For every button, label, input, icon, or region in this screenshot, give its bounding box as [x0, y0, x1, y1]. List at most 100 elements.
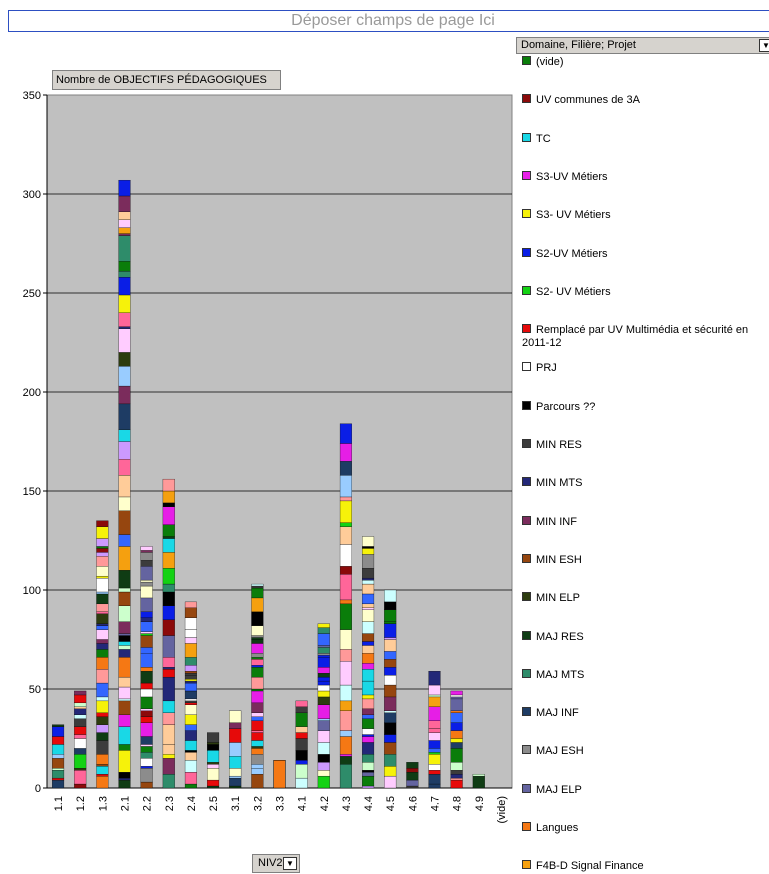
bar-segment	[118, 570, 131, 589]
bar-segment	[362, 694, 375, 700]
x-tick-label: 4.2	[319, 796, 331, 811]
bar-segment	[362, 728, 375, 735]
bar-segment	[362, 680, 375, 696]
bar-segment	[362, 669, 375, 682]
bar-segment	[140, 682, 153, 690]
legend-field-button[interactable]: Domaine, Filière; Projet ▼	[516, 37, 769, 54]
legend-item: MIN ELP	[522, 592, 769, 605]
legend-label: S3-UV Métiers	[536, 170, 608, 183]
axis-field-button[interactable]: NIV2 ▼	[252, 854, 300, 873]
bar-segment	[52, 736, 65, 745]
bar-segment	[162, 724, 175, 745]
legend-label: MIN MTS	[536, 477, 583, 490]
bar-segment	[362, 633, 375, 642]
y-tick-label: 0	[35, 783, 41, 795]
bar-segment	[118, 657, 131, 678]
bar-segment	[317, 684, 330, 692]
legend-swatch	[522, 707, 531, 717]
bar-segment	[406, 772, 419, 781]
bar-segment	[362, 714, 375, 719]
bar-segment	[74, 754, 87, 769]
bar-segment	[96, 577, 109, 593]
bar-segment	[472, 775, 485, 789]
bar-segment	[339, 730, 352, 737]
bar-segment	[207, 785, 220, 789]
bar-segment	[74, 726, 87, 735]
legend-swatch	[522, 132, 531, 142]
bar-segment	[140, 611, 153, 618]
bar-segment	[162, 552, 175, 569]
bar-segment	[229, 742, 242, 757]
legend-item: MIN ESH	[522, 553, 769, 567]
bar-segment	[362, 603, 375, 608]
x-tick-label: 4.1	[297, 796, 309, 811]
bar-segment	[317, 655, 330, 658]
bar-segment	[140, 560, 153, 567]
bar-segment	[362, 775, 375, 787]
bar-segment	[184, 637, 197, 644]
bar-segment	[140, 647, 153, 654]
legend-item: MAJ ELP	[522, 783, 769, 797]
bar-segment	[251, 688, 264, 692]
bar-segment	[251, 720, 264, 731]
bar-segment	[339, 754, 352, 757]
legend-item: Remplacé par UV Multimédia et sécurité e…	[522, 324, 769, 350]
bar-segment	[118, 641, 131, 646]
bar-segment	[52, 779, 65, 789]
bar-segment	[251, 746, 264, 749]
bar-segment	[118, 744, 131, 751]
bar-segment	[140, 710, 153, 717]
bar-segment	[184, 617, 197, 630]
bar-segment	[251, 768, 264, 775]
y-tick-label: 250	[23, 288, 41, 300]
bar-segment	[384, 639, 397, 652]
legend-item: MAJ INF	[522, 707, 769, 720]
bar-segment	[118, 587, 131, 593]
bar-segment	[184, 698, 197, 702]
legend-swatch	[522, 477, 531, 487]
bar-segment	[251, 690, 264, 704]
bar-segment	[162, 657, 175, 668]
bar-segment	[140, 631, 153, 634]
x-tick-label: 2.1	[120, 796, 132, 811]
bar-segment	[162, 506, 175, 525]
legend-label: F4B-D Signal Finance	[536, 860, 644, 873]
legend-item: (vide)	[522, 56, 769, 69]
bar-segment	[184, 680, 197, 684]
x-tick-label: (vide)	[496, 796, 508, 824]
legend-item: MIN RES	[522, 439, 769, 452]
bar-segment	[251, 740, 264, 747]
bar-segment	[162, 773, 175, 789]
dropdown-arrow-icon[interactable]: ▼	[283, 857, 297, 870]
measure-field-button[interactable]: Nombre de OBJECTIFS PÉDAGOGIQUES	[52, 70, 281, 90]
bar-segment	[118, 459, 131, 476]
bar-segment	[96, 649, 109, 658]
bar-segment	[450, 742, 463, 749]
bar-segment	[251, 585, 264, 589]
axis-field-label: NIV2	[258, 857, 283, 869]
x-tick-label: 4.3	[341, 796, 353, 811]
legend-label: TC	[536, 132, 551, 145]
bar-segment	[96, 566, 109, 577]
bar-segment	[251, 635, 264, 638]
bar-segment	[118, 496, 131, 511]
bar-segment	[118, 475, 131, 498]
bar-segment	[251, 597, 264, 612]
legend-label: S2- UV Métiers	[536, 285, 611, 298]
bar-segment	[96, 613, 109, 624]
bar-segment	[362, 708, 375, 715]
bar-segment	[229, 710, 242, 723]
dropdown-arrow-icon[interactable]: ▼	[759, 39, 769, 52]
bar-segment	[362, 770, 375, 773]
legend-swatch	[522, 745, 531, 755]
bar-segment	[140, 617, 153, 622]
bar-segment	[184, 665, 197, 672]
bar-segment	[118, 686, 131, 700]
bar-segment	[118, 385, 131, 405]
bar-segment	[118, 779, 131, 789]
bar-segment	[162, 591, 175, 606]
page-field-drop-zone[interactable]: Déposer champs de page Ici	[8, 10, 769, 32]
y-tick-label: 150	[23, 486, 41, 498]
bar-segment	[184, 601, 197, 608]
bar-segment	[140, 744, 153, 747]
